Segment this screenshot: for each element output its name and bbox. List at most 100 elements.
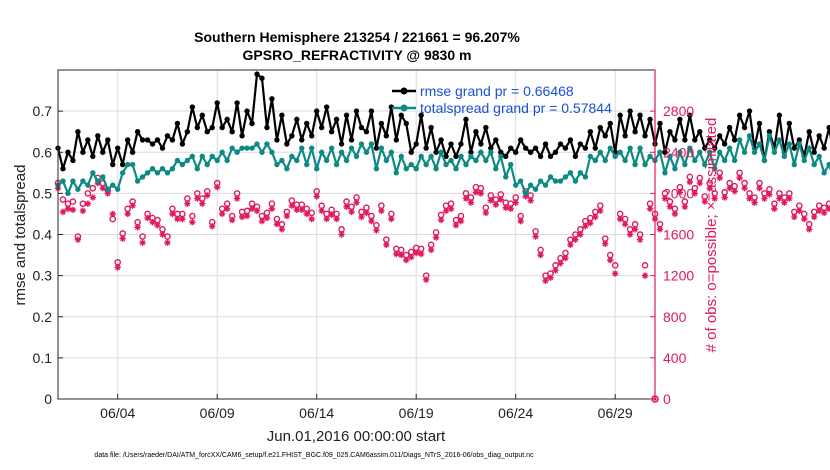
- rmse-point: [667, 128, 673, 135]
- obs-assimilated-point: [278, 226, 286, 233]
- rmse-point: [269, 96, 275, 102]
- obs-assimilated-point: [616, 215, 624, 223]
- rmse-point: [234, 100, 240, 106]
- rmse-point: [448, 141, 454, 147]
- spread-point: [129, 161, 136, 168]
- spread-point: [627, 145, 633, 151]
- chart-subtitle: GPSRO_REFRACTIVITY @ 9830 m: [243, 47, 472, 63]
- obs-assimilated-point: [243, 212, 251, 220]
- rmse-point: [378, 120, 385, 127]
- obs-assimilated-point: [492, 201, 499, 208]
- obs-possible-point: [786, 190, 793, 197]
- spread-point: [269, 149, 275, 155]
- rmse-point: [274, 137, 280, 143]
- spread-point: [816, 153, 822, 160]
- spread-point: [75, 186, 81, 192]
- obs-assimilated-point: [602, 240, 609, 247]
- spread-point: [453, 166, 459, 172]
- rmse-point: [373, 145, 380, 151]
- rmse-point: [632, 128, 638, 135]
- rmse-point: [622, 133, 628, 139]
- obs-assimilated-point: [756, 185, 763, 192]
- spread-point: [314, 166, 320, 172]
- obs-assimilated-point: [666, 203, 674, 210]
- obs-assimilated-point: [79, 207, 87, 215]
- rmse-point: [408, 149, 414, 155]
- chart-title: Southern Hemisphere 213254 / 221661 = 96…: [194, 29, 520, 45]
- spread-point: [189, 153, 196, 160]
- obs-assimilated-point: [313, 193, 320, 200]
- x-tick-label: 06/04: [100, 405, 135, 421]
- y2-tick-label: 800: [663, 309, 687, 325]
- rmse-point: [677, 116, 683, 123]
- spread-point: [229, 145, 235, 151]
- obs-assimilated-point: [542, 277, 549, 284]
- rmse-point: [139, 137, 146, 143]
- obs-assimilated-point: [681, 203, 689, 210]
- spread-point: [373, 166, 380, 172]
- obs-assimilated-point: [482, 209, 490, 217]
- obs-assimilated-point: [139, 239, 146, 246]
- rmse-point: [776, 112, 783, 118]
- spread-point: [393, 170, 399, 176]
- obs-assimilated-point: [487, 197, 495, 204]
- x-tick-label: 06/14: [299, 405, 334, 421]
- obs-assimilated-point: [144, 214, 151, 222]
- spread-point: [363, 149, 370, 155]
- obs-possible-point: [751, 194, 758, 201]
- rmse-point: [637, 112, 643, 118]
- legend-spread-marker: [400, 104, 408, 112]
- obs-assimilated-point: [129, 202, 136, 209]
- obs-assimilated-point: [766, 191, 773, 198]
- rmse-point: [821, 145, 827, 151]
- rmse-point: [816, 133, 822, 139]
- spread-point: [821, 170, 827, 176]
- rmse-point: [597, 124, 603, 131]
- spread-point: [388, 149, 395, 155]
- obs-assimilated-point: [343, 203, 350, 210]
- obs-assimilated-point: [607, 257, 614, 264]
- obs-possible-point: [805, 220, 813, 228]
- rmse-point: [741, 124, 748, 131]
- spread-point: [468, 153, 474, 160]
- rmse-point: [712, 145, 718, 151]
- obs-assimilated-point: [437, 216, 445, 224]
- spread-point: [622, 157, 628, 164]
- rmse-point: [105, 137, 111, 143]
- spread-point: [149, 166, 156, 172]
- obs-possible-point: [766, 185, 773, 193]
- rmse-point: [119, 161, 126, 168]
- rmse-point: [567, 137, 574, 143]
- rmse-point: [164, 133, 171, 139]
- obs-assimilated-point: [398, 251, 405, 259]
- spread-point: [159, 166, 166, 172]
- rmse-point: [159, 145, 166, 151]
- rmse-point: [726, 124, 733, 131]
- spread-point: [294, 157, 300, 164]
- spread-point: [796, 141, 802, 147]
- obs-assimilated-point: [184, 200, 191, 207]
- rmse-point: [672, 137, 678, 143]
- rmse-point: [318, 124, 325, 131]
- rmse-point: [363, 128, 370, 135]
- obs-assimilated-point: [413, 249, 420, 257]
- rmse-point: [527, 149, 534, 155]
- y2-tick-label: 0: [663, 391, 671, 407]
- legend-spread-label: totalspread grand pr = 0.57844: [420, 100, 612, 116]
- rmse-point: [537, 153, 544, 160]
- obs-assimilated-point: [373, 227, 380, 234]
- spread-point: [582, 174, 589, 180]
- rmse-point: [731, 137, 738, 143]
- spread-point: [597, 149, 603, 155]
- obs-assimilated-point: [248, 205, 256, 212]
- rmse-point: [144, 137, 151, 143]
- obs-assimilated-point: [477, 190, 485, 197]
- spread-point: [716, 149, 723, 155]
- obs-assimilated-point: [597, 207, 604, 215]
- spread-point: [124, 161, 131, 168]
- spread-point: [677, 149, 683, 155]
- obs-assimilated-point: [253, 207, 261, 215]
- obs-assimilated-point: [89, 194, 97, 201]
- rmse-point: [214, 100, 220, 106]
- spread-point: [692, 157, 698, 164]
